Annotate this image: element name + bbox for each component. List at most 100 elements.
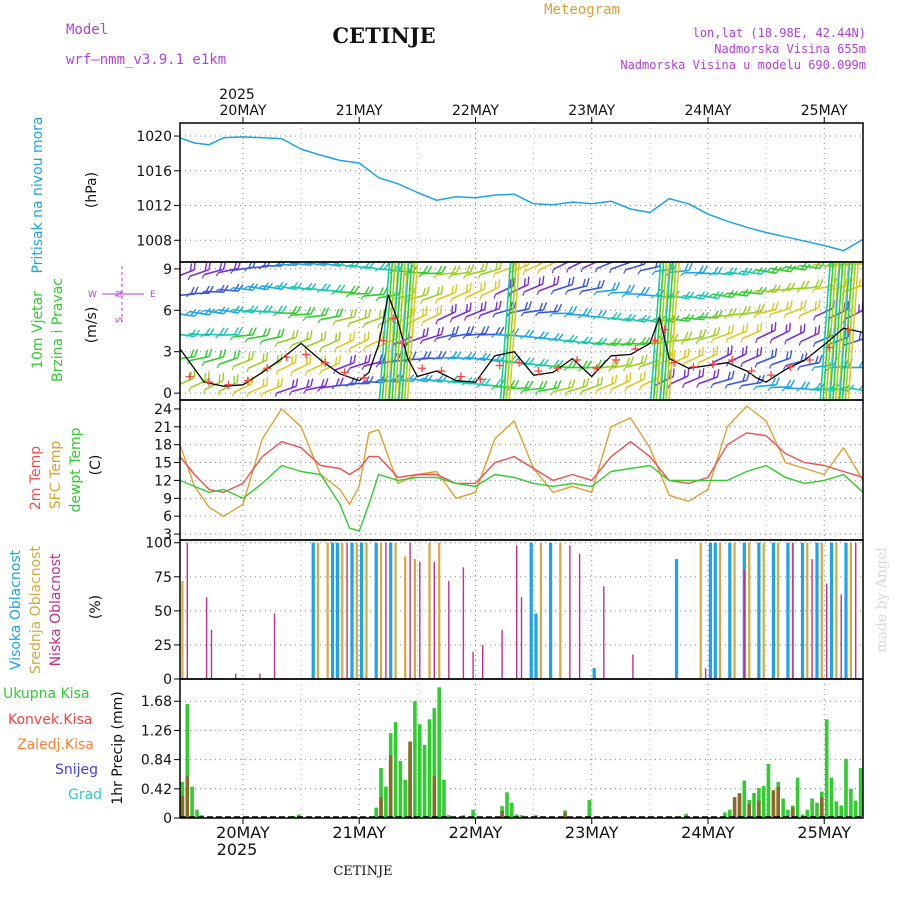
gust-marker [553,364,562,373]
wind-barb-strong [832,262,844,400]
wind-barb [697,345,719,367]
precip-total-bar [447,815,451,818]
cloud-mid-bar [428,542,431,679]
wind-barb [304,331,327,351]
bottom-date-label: 20MAY [216,823,270,842]
wind-barb [362,308,386,329]
wind-barb-strong [652,262,665,400]
wind-title-2: Brzina i Pravac [50,278,66,382]
precip-total-bar [190,786,194,818]
gust-marker [476,375,485,384]
wind-barb-strong [659,262,672,400]
cloud-mid-bar [181,580,184,679]
gust-marker [263,364,272,373]
y-tick-label: 0 [163,811,172,827]
precip-total-bar [829,777,834,818]
wind-barb [522,275,545,296]
cloud-high-bar [360,542,364,679]
wind-barb [752,284,782,294]
gust-marker [534,367,543,376]
precip-conv-bar [737,793,742,818]
wind-barb [535,380,562,396]
model-label: Model [66,22,108,38]
precip-total-bar [393,722,398,818]
gust-marker [398,339,407,348]
cloud-high-bar [374,542,378,679]
cloud-low-bar [259,673,261,679]
cloud-high-bar [389,542,393,679]
wind-barb [290,354,312,376]
wind-barb [246,352,269,373]
wind-barb [448,264,475,279]
wind-barb [420,305,443,327]
model-name: wrf–nmm_v3.9.1 e1km [66,52,226,68]
wind-barb [549,334,579,343]
gust-marker [747,367,756,376]
y-tick-label: 25 [154,638,172,654]
cloud-high-bar [713,542,717,679]
wind-barb [711,345,733,367]
wind-barb [767,379,796,391]
cloud-high-bar [829,542,834,679]
cloud-high-bar [728,542,732,679]
precip-legend-label: Snijeg [55,762,98,778]
precip-conv-bar [388,755,393,818]
top-date-label: 22MAY [452,103,499,119]
compass-icon: N S W E [88,266,156,323]
cloud-low-bar [516,545,518,679]
wind-barb [520,380,548,394]
y-tick-label: 9 [163,491,172,507]
precip-total-bar [781,798,785,818]
top-date-label: 23MAY [568,103,615,119]
precip-total-bar [742,780,747,818]
wind-barb [580,262,602,273]
wind-barb [753,301,779,318]
wind-barb [463,262,489,279]
precip-total-bar [786,809,790,818]
wind-barb [783,299,807,319]
wind-barb [345,262,375,270]
cloud-unit: (%) [88,595,104,619]
y-tick-label: 3 [163,345,172,361]
wind-barb [202,372,225,394]
precip-total-bar [684,813,688,818]
cloud-high-bar [529,542,533,679]
wind-barb-strong [400,262,413,400]
wind-barb [432,351,462,361]
precip-total-bar [858,768,863,818]
y-tick-label: 0.42 [141,782,172,798]
wind-barb [201,348,227,367]
precip-unit: 1hr Precip (mm) [110,691,126,804]
wind-barb [608,356,634,372]
precip-total-bar [437,687,441,818]
cloud-high-bar [592,668,596,679]
precip-legend-label: Zaledj.Kisa [17,737,94,753]
top-date-label: 21MAY [336,103,383,119]
wind-barb [214,305,244,314]
temp-title-sfc: SFC Temp [48,441,64,510]
wind-barb [447,351,477,361]
wind-barb [566,262,587,273]
wind-barb [740,322,763,343]
top-date-label: 25MAY [801,103,848,119]
wind-barb [752,377,781,391]
wind-barb [273,262,302,268]
wind-barb [594,374,618,395]
wind-barb [432,375,462,384]
wind-barb [534,332,564,342]
wind-barb [418,265,447,278]
wind-barb-strong [837,262,850,400]
wind-barb [694,266,723,277]
wind-barb [682,368,705,388]
gust-marker [379,336,388,345]
wind-barb [537,262,558,275]
wind-barb [316,284,346,293]
precip-total-bar [752,793,756,818]
wind-barb [464,280,486,302]
top-date-label: 20MAY [220,103,267,119]
wind-barb-strong [388,262,400,400]
precip-conv-bar [820,797,824,818]
y-tick-label: 18 [154,438,172,454]
precip-total-bar [471,809,475,818]
